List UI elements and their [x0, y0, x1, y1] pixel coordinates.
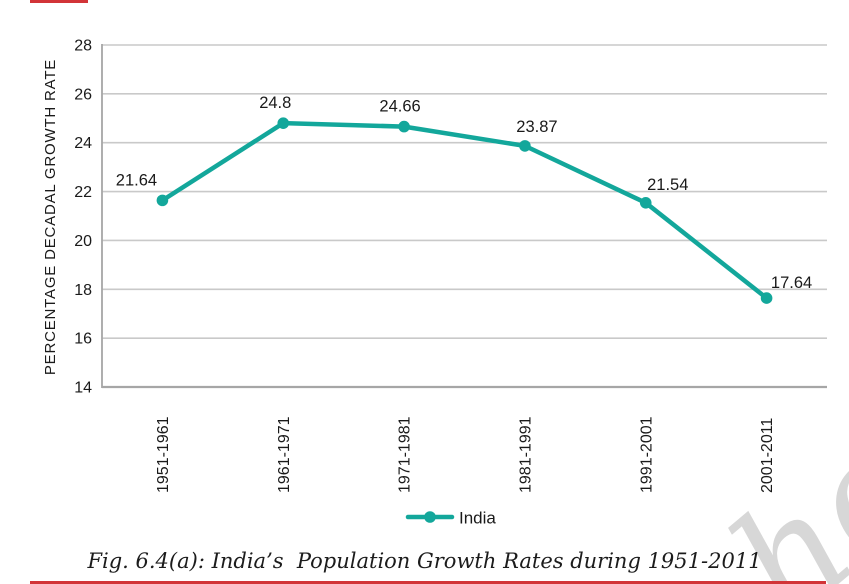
y-tick-label: 26	[74, 86, 92, 103]
x-tick-label: 1971-1981	[397, 416, 414, 493]
series-line	[160, 120, 769, 301]
y-axis-title: PERCENTAGE DECADAL GROWTH RATE	[42, 58, 59, 376]
figure-caption: Fig. 6.4(a): India’s Population Growth R…	[87, 549, 762, 573]
data-point-marker	[398, 120, 410, 133]
legend-marker-icon	[424, 511, 436, 523]
x-tick-label: 1991-2001	[638, 416, 655, 493]
data-point-label: 21.54	[647, 176, 688, 194]
data-point-marker	[519, 140, 531, 152]
page-border-top-rule	[30, 0, 88, 3]
x-tick-label: 2001-2011	[759, 418, 776, 493]
y-tick-label: 22	[74, 184, 92, 201]
y-tick-label: 24	[74, 135, 92, 152]
data-point-label: 23.87	[516, 118, 557, 136]
data-point-label: 24.66	[379, 98, 420, 116]
y-tick-label: 16	[74, 331, 92, 348]
data-point-marker	[277, 117, 290, 129]
page-border-bottom-rule	[30, 581, 826, 584]
data-point-marker	[760, 292, 773, 304]
data-point-marker	[156, 194, 169, 207]
y-tick-label: 18	[74, 282, 92, 299]
x-tick-label: 1981-1991	[517, 416, 534, 493]
data-point-marker	[639, 197, 652, 209]
x-tick-label: 1961-1971	[276, 416, 293, 493]
data-point-label: 24.8	[259, 94, 291, 112]
data-point-label: 21.64	[116, 171, 157, 189]
data-point-label: 17.64	[771, 274, 812, 292]
y-tick-label: 14	[74, 380, 92, 397]
y-tick-label: 20	[74, 233, 92, 250]
y-tick-label: 28	[74, 38, 92, 55]
legend-label: India	[459, 509, 496, 528]
x-tick-label: 1951-1961	[155, 416, 172, 493]
growth-line-chart: 14 16 18 20 22 24 26 28 1951-1961 1961-1971 1971-1…	[74, 38, 827, 528]
